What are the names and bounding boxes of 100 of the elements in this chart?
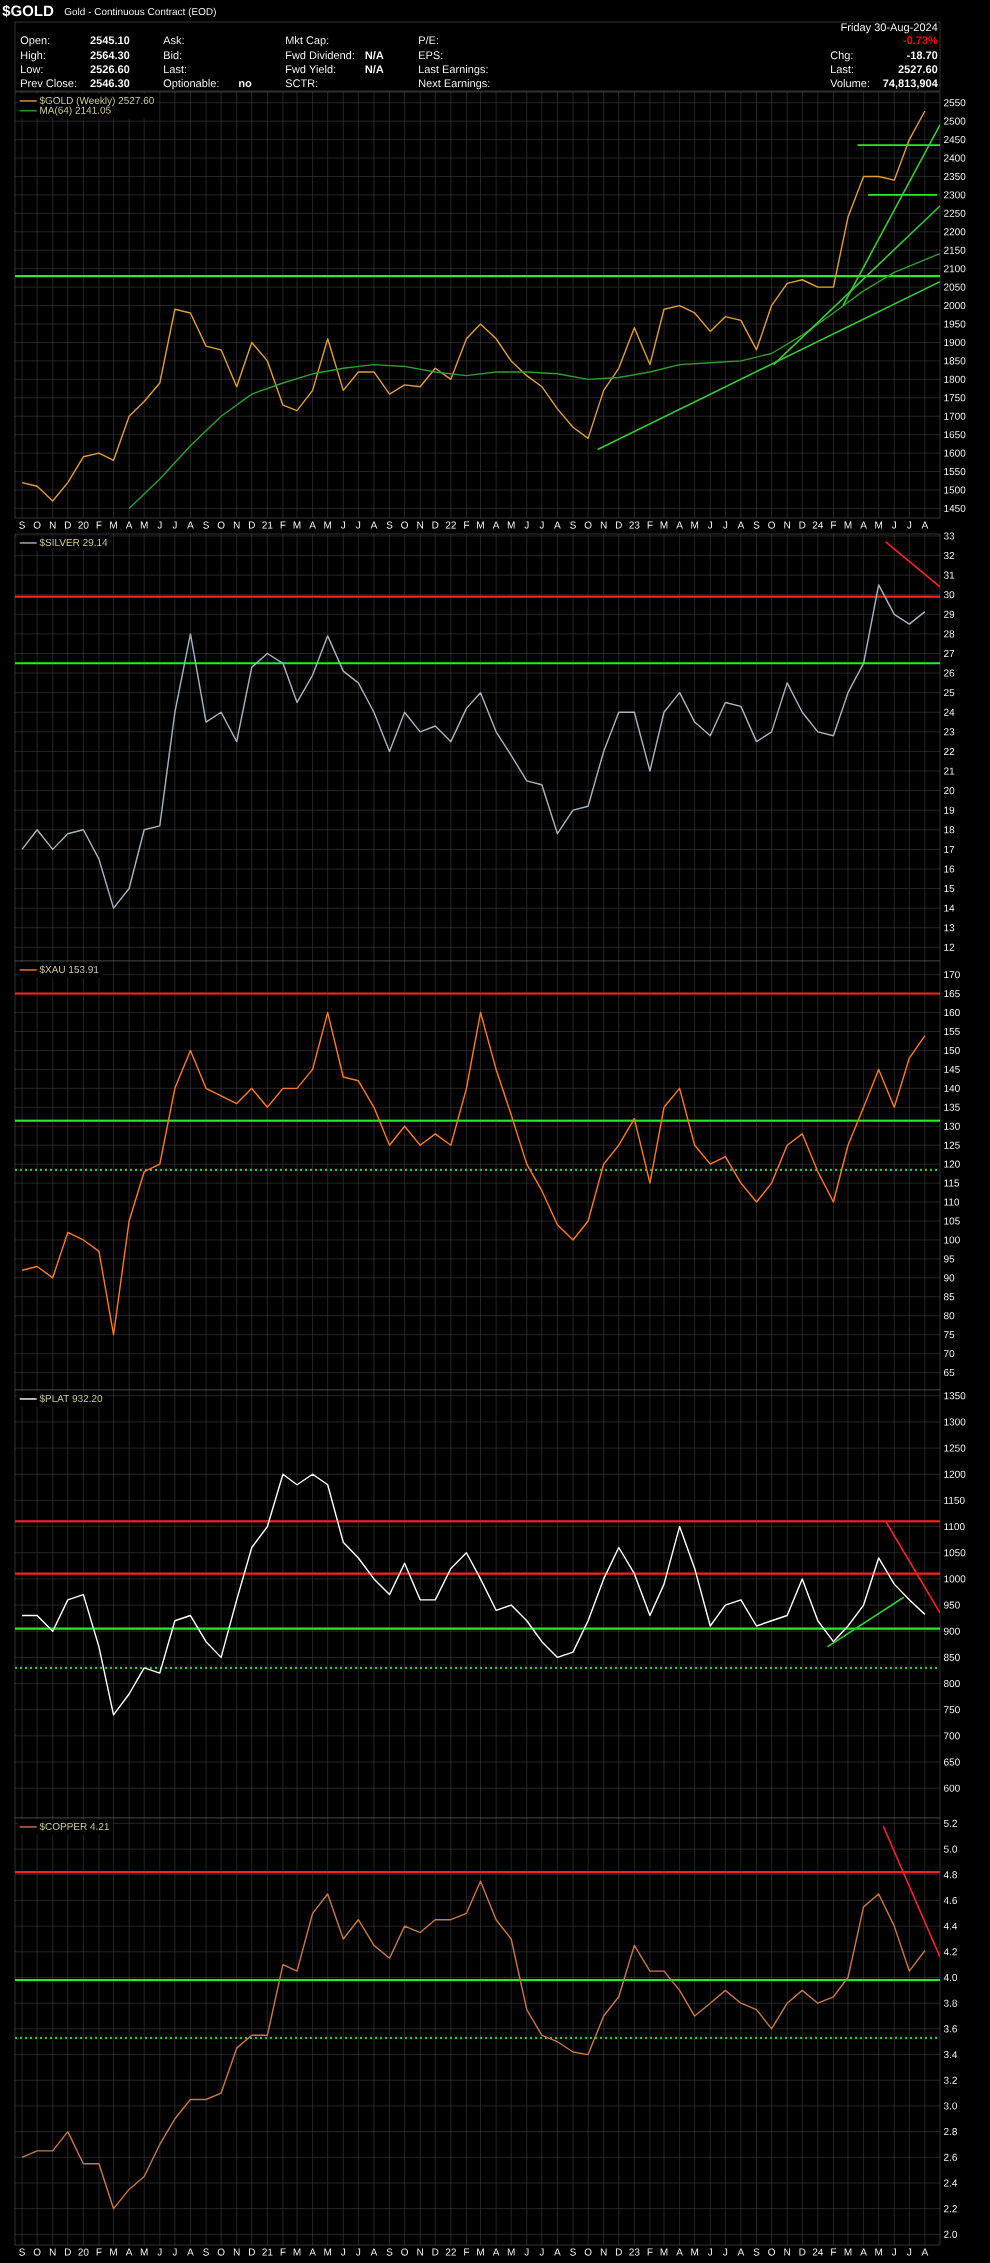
y-tick-label: 5.2 xyxy=(943,1819,957,1827)
y-tick-label: 750 xyxy=(944,1706,960,1714)
x-tick-label: J xyxy=(157,521,162,529)
text: High: xyxy=(21,51,45,62)
y-tick-label: 90 xyxy=(944,1274,955,1282)
y-tick-label: 27 xyxy=(944,650,955,657)
x-tick-label: 20 xyxy=(78,2248,89,2256)
x-tick-label: N xyxy=(233,2248,240,2256)
y-tick-label: 20 xyxy=(944,787,955,795)
text: N/A xyxy=(365,51,384,60)
x-tick-label: F xyxy=(831,2248,837,2256)
x-tick-label: M xyxy=(324,521,332,529)
x-tick-label: J xyxy=(157,2248,162,2256)
y-tick-label: 2200 xyxy=(944,228,966,236)
x-tick-label: J xyxy=(524,521,529,529)
x-tick-label: O xyxy=(584,521,592,529)
y-tick-label: 1550 xyxy=(944,468,966,476)
y-tick-label: 2.0 xyxy=(944,2230,958,2238)
legend-label: MA(64) 2141.05 xyxy=(40,106,111,116)
y-tick-label: 3.0 xyxy=(943,2102,958,2110)
y-tick-label: 23 xyxy=(944,728,955,736)
x-tick-label: M xyxy=(844,2248,852,2256)
y-tick-label: 1850 xyxy=(944,357,966,365)
x-tick-label: F xyxy=(96,2248,102,2256)
x-tick-label: J xyxy=(906,521,912,529)
text: -0.73% xyxy=(903,36,938,45)
y-tick-label: 2150 xyxy=(944,246,966,254)
y-tick-label: 12 xyxy=(944,943,955,951)
legend-label: $COPPER 4.21 xyxy=(39,1822,109,1831)
x-tick-label: J xyxy=(340,521,346,529)
text: Gold - Continuous Contract (EOD) xyxy=(64,7,216,18)
x-tick-label: A xyxy=(554,2248,561,2256)
x-tick-label: M xyxy=(324,2248,332,2256)
x-tick-label: D xyxy=(615,2248,622,2256)
y-tick-label: 105 xyxy=(944,1217,960,1225)
x-tick-label: N xyxy=(233,521,240,529)
x-tick-label: J xyxy=(539,521,544,529)
y-tick-label: 29 xyxy=(944,610,955,618)
x-tick-label: 20 xyxy=(78,521,89,529)
y-tick-label: 2.6 xyxy=(944,2153,957,2161)
y-tick-label: 1350 xyxy=(944,1392,966,1400)
text: Last: xyxy=(164,65,187,74)
x-tick-label: A xyxy=(309,2248,316,2256)
x-tick-label: J xyxy=(356,521,361,529)
x-tick-label: 21 xyxy=(262,2248,273,2256)
x-tick-label: O xyxy=(401,521,409,529)
x-tick-label: O xyxy=(33,521,41,529)
y-tick-label: 1950 xyxy=(944,320,966,328)
text: -18.70 xyxy=(907,51,938,60)
x-tick-label: M xyxy=(293,521,301,529)
x-tick-label: S xyxy=(570,521,576,529)
x-tick-label: N xyxy=(417,521,423,529)
x-tick-label: A xyxy=(370,2248,378,2256)
x-tick-label: S xyxy=(386,2248,393,2256)
x-tick-label: M xyxy=(660,521,668,529)
text: 2545.10 xyxy=(90,36,130,45)
y-tick-label: 2050 xyxy=(944,283,966,291)
y-tick-label: 1100 xyxy=(944,1523,965,1531)
x-tick-label: A xyxy=(492,2248,500,2256)
text: Ask: xyxy=(163,36,184,45)
x-tick-label: 24 xyxy=(812,2248,824,2256)
x-tick-label: S xyxy=(386,521,393,529)
x-tick-label: A xyxy=(676,2248,683,2256)
y-tick-label: 1750 xyxy=(944,394,966,402)
x-tick-label: A xyxy=(125,521,133,529)
y-tick-label: 14 xyxy=(944,904,955,912)
y-tick-label: 2350 xyxy=(944,172,966,181)
y-tick-label: 1700 xyxy=(944,412,966,420)
y-tick-label: 900 xyxy=(944,1627,960,1635)
x-tick-label: F xyxy=(647,521,653,529)
y-tick-label: 1250 xyxy=(944,1444,966,1452)
y-tick-label: 3.8 xyxy=(943,1999,957,2007)
x-tick-label: M xyxy=(110,2248,117,2256)
x-tick-label: 22 xyxy=(445,2248,456,2256)
text: 2527.60 xyxy=(898,65,938,74)
y-tick-label: 4.8 xyxy=(943,1871,957,1879)
x-tick-label: J xyxy=(539,2248,544,2256)
x-tick-label: A xyxy=(492,521,500,529)
x-tick-label: 21 xyxy=(262,521,273,529)
text: Fwd Dividend: xyxy=(286,51,354,60)
x-tick-label: J xyxy=(707,2248,713,2256)
y-tick-label: 33 xyxy=(943,532,955,540)
text: Open: xyxy=(20,36,50,47)
x-tick-label: N xyxy=(784,521,790,529)
text: Fwd Yield: xyxy=(286,65,336,74)
y-tick-label: 1900 xyxy=(944,338,966,346)
x-tick-label: 24 xyxy=(812,521,824,529)
y-tick-label: 22 xyxy=(944,747,955,755)
text: Next Earnings: xyxy=(419,79,490,90)
x-tick-label: S xyxy=(753,2248,760,2256)
x-tick-label: S xyxy=(203,2248,209,2256)
x-tick-label: F xyxy=(280,521,286,529)
y-tick-label: 17 xyxy=(944,845,955,853)
y-tick-label: 140 xyxy=(944,1084,960,1092)
x-tick-label: M xyxy=(875,2248,883,2256)
y-tick-label: 1650 xyxy=(944,431,966,439)
y-tick-label: 1150 xyxy=(944,1496,965,1504)
x-tick-label: A xyxy=(309,521,316,529)
y-tick-label: 26 xyxy=(944,669,955,677)
x-tick-label: D xyxy=(799,2248,806,2256)
